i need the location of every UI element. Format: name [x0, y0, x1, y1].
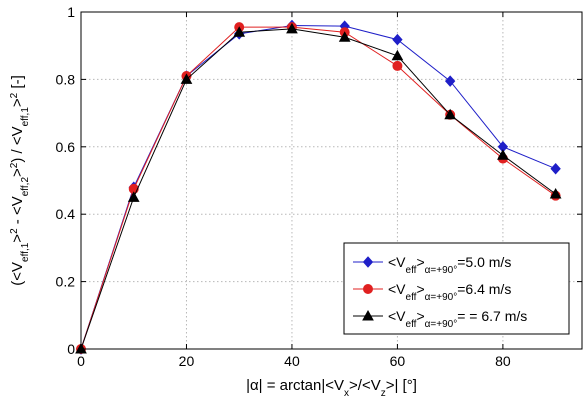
x-tick-label: 60 [390, 353, 406, 369]
data-point-s1-9 [550, 162, 561, 175]
y-tick-label: 0.6 [56, 139, 76, 155]
legend-marker-1 [362, 256, 374, 268]
x-tick-label: 20 [179, 353, 195, 369]
plot-frame [80, 11, 583, 350]
y-tick-label: 0.8 [56, 71, 76, 87]
data-point-s3-6 [391, 49, 404, 61]
legend-entry-1: <Veff>α=+90°=5.0 m/s [388, 254, 511, 276]
data-point-s1-7 [444, 75, 456, 87]
data-point-s2-6 [392, 60, 403, 71]
data-point-s1-6 [392, 33, 403, 46]
legend-entry-2: <Veff>α=+90°=6.4 m/s [388, 281, 511, 303]
x-tick-label: 80 [495, 353, 511, 369]
axis-ticks: 0 20 40 60 80 0 0.2 0.4 0.6 0.8 1 [56, 4, 582, 369]
data-point-s3-9 [549, 187, 562, 199]
series-line-3 [80, 28, 556, 350]
data-point-s3-8 [497, 149, 509, 160]
y-axis-label: (<Veff,1>2 - <Veff,2>2) / <Veff,1>2 [-] [9, 75, 31, 285]
series-line-2 [80, 26, 556, 350]
data-point-s3-7 [444, 108, 457, 120]
data-point-s3-3 [233, 26, 246, 37]
y-tick-label: 1 [67, 4, 75, 20]
series-layer [75, 19, 562, 355]
y-tick-label: 0 [67, 341, 75, 357]
data-point-s3-1 [127, 191, 140, 202]
x-axis-label: |α| = arctan|<Vx>/<Vz>| [°] [246, 377, 417, 397]
data-point-s3-5 [338, 31, 351, 42]
legend-box [343, 242, 570, 335]
data-point-s3-4 [286, 22, 298, 34]
x-tick-label: 0 [77, 353, 85, 369]
y-tick-label: 0.4 [56, 206, 76, 222]
legend-entry-3: <Veff>α=+90°= = 6.7 m/s [388, 308, 527, 330]
data-point-s3-2 [180, 73, 193, 84]
x-tick-label: 40 [284, 353, 300, 369]
plot-area [75, 11, 583, 355]
legend-marker-2 [363, 284, 373, 294]
legend-marker-3 [362, 309, 374, 321]
legend: <Veff>α=+90°=5.0 m/s <Veff>α=+90°=6.4 m/s… [343, 242, 570, 335]
y-tick-label: 0.2 [56, 274, 76, 290]
